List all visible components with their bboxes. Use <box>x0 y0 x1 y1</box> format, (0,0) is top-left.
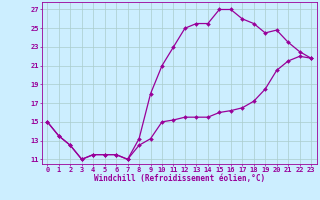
X-axis label: Windchill (Refroidissement éolien,°C): Windchill (Refroidissement éolien,°C) <box>94 174 265 183</box>
